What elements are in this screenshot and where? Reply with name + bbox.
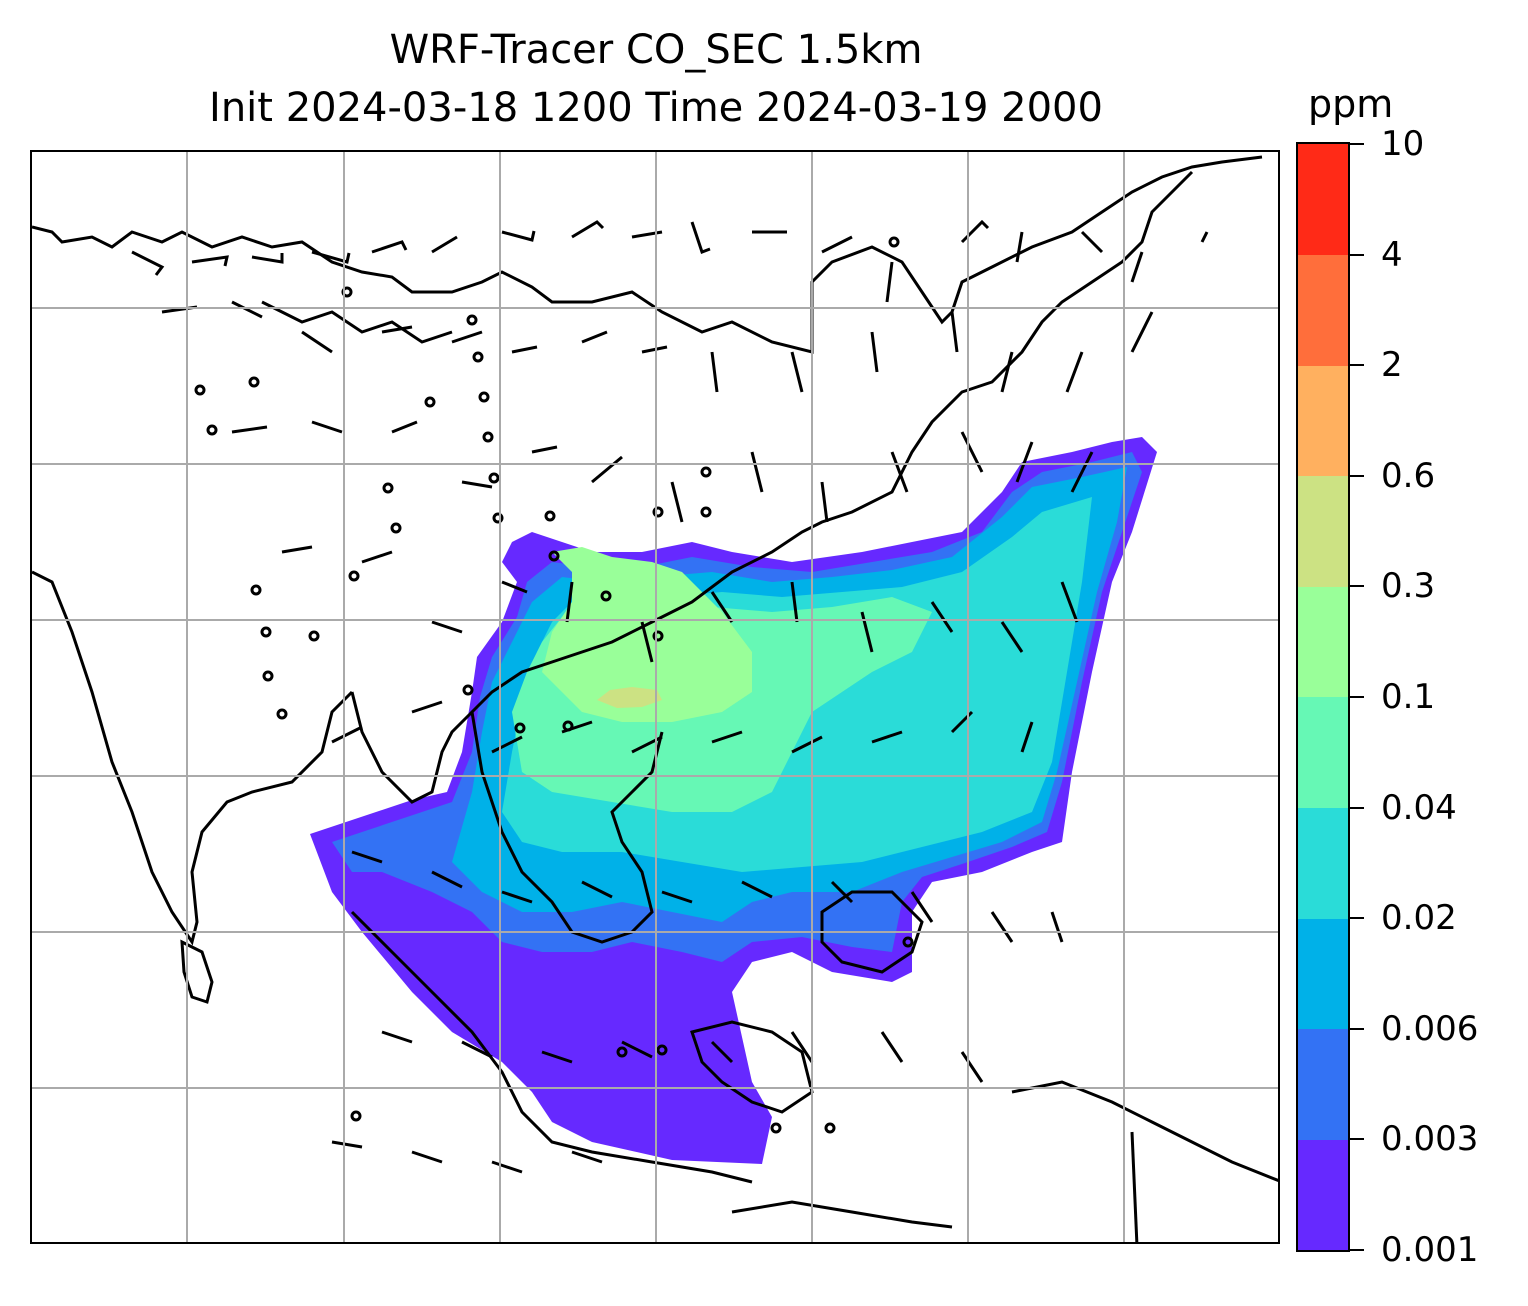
- colorbar-segment: [1298, 586, 1348, 698]
- colorbar-tick: [1350, 143, 1364, 145]
- gridlines: [32, 152, 1278, 1242]
- colorbar-tick: [1350, 806, 1364, 809]
- colorbar-tick-label: 0.003: [1381, 1119, 1479, 1160]
- colorbar-tick-label: 0.6: [1381, 455, 1436, 496]
- colorbar-tick: [1350, 364, 1364, 367]
- colorbar-tick-label: 0.02: [1381, 898, 1457, 939]
- colorbar-tick-label: 4: [1381, 234, 1403, 275]
- colorbar-segment: [1298, 697, 1348, 809]
- wind-barbs: [131, 219, 1209, 1174]
- colorbar-tick-label: 0.001: [1381, 1230, 1479, 1270]
- colorbar-segment: [1298, 254, 1348, 366]
- colorbar-tick: [1350, 696, 1364, 698]
- colorbar-tick: [1350, 253, 1364, 256]
- colorbar-tick: [1350, 1249, 1364, 1251]
- map-title-line-1: WRF-Tracer CO_SEC 1.5km: [389, 27, 923, 73]
- calm-wind-markers: [194, 236, 914, 1134]
- colorbar-tick: [1350, 585, 1364, 588]
- colorbar-tick-label: 0.1: [1381, 677, 1436, 717]
- colorbar-tick-label: 0.3: [1381, 566, 1436, 607]
- tracer-field: [310, 437, 1157, 1164]
- map-title-line-2: Init 2024-03-18 1200 Time 2024-03-19 200…: [209, 85, 1103, 131]
- colorbar-segment: [1298, 1028, 1348, 1140]
- map-panel: [30, 150, 1280, 1244]
- colorbar-tick-label: 0.006: [1381, 1008, 1479, 1049]
- colorbar-tick: [1350, 1138, 1364, 1141]
- colorbar-unit: ppm: [1308, 82, 1394, 126]
- colorbar-tick-label: 10: [1381, 124, 1425, 164]
- colorbar-segment: [1298, 918, 1348, 1030]
- colorbar-segment: [1298, 365, 1348, 477]
- tracer-band-0.1: [542, 547, 752, 722]
- colorbar-tick: [1350, 1027, 1364, 1030]
- colorbar: [1296, 142, 1350, 1252]
- colorbar-tick: [1350, 917, 1364, 920]
- colorbar-tick-label: 0.04: [1381, 787, 1457, 828]
- colorbar-tick: [1350, 474, 1364, 477]
- colorbar-segment: [1298, 1139, 1348, 1251]
- tracer-band-0.3: [597, 687, 662, 708]
- map-canvas: [32, 152, 1278, 1242]
- colorbar-segment: [1298, 144, 1348, 256]
- colorbar-segment: [1298, 475, 1348, 587]
- colorbar-segment: [1298, 807, 1348, 919]
- colorbar-tick-label: 2: [1381, 345, 1403, 386]
